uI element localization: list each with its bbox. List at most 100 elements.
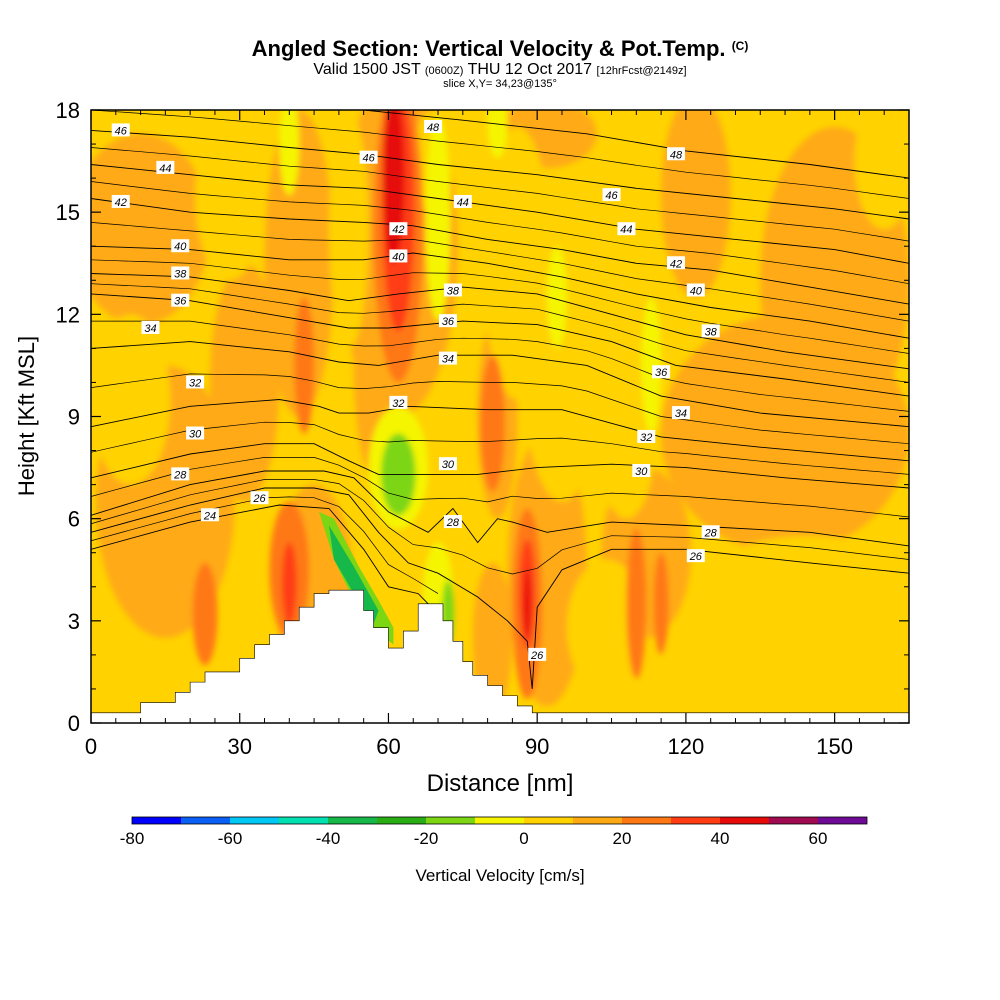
contour-label: 34: [438, 351, 457, 366]
velocity-region: [641, 297, 662, 434]
contour-label-bg: [111, 194, 130, 208]
y-tick-label: 15: [56, 200, 80, 225]
contour-label-text: 26: [252, 493, 266, 505]
contour-label-bg: [359, 150, 378, 164]
contour-label: 32: [637, 429, 656, 444]
contour-label-text: 36: [174, 296, 187, 308]
chart-title: Angled Section: Vertical Velocity & Pot.…: [0, 36, 1000, 62]
contour-label: 48: [424, 120, 443, 134]
theta-minor-contour: [91, 283, 909, 383]
contour-label-text: 32: [392, 398, 404, 410]
contour-label-bg: [250, 491, 269, 505]
contour-label: 40: [686, 283, 705, 297]
contour-label-text: 44: [457, 197, 469, 209]
contour-label: 30: [438, 457, 457, 471]
contour-label-bg: [637, 429, 656, 443]
contour-label-bg: [389, 249, 408, 263]
contour-label: 48: [666, 147, 685, 161]
contour-label-text: 34: [442, 354, 454, 366]
contour-label-text: 30: [442, 459, 455, 471]
velocity-region: [854, 110, 909, 230]
contour-label: 36: [652, 365, 671, 379]
theta-contour-46: [91, 129, 909, 220]
contour-label: 26: [686, 549, 705, 563]
theta-contour-26: [91, 487, 909, 689]
contour-label-bg: [171, 266, 190, 280]
contour-label: 28: [443, 515, 462, 529]
terrain: [91, 589, 909, 723]
x-tick-label: 120: [668, 734, 705, 759]
valid-prefix: Valid 1500 JST: [313, 61, 421, 78]
colorbar-tick-label: 40: [711, 829, 730, 848]
theta-minor-contour: [91, 147, 909, 242]
contour-label-text: 24: [203, 510, 216, 522]
velocity-region: [294, 297, 315, 434]
chart-title-text: Angled Section: Vertical Velocity & Pot.…: [251, 36, 726, 61]
contour-label-text: 46: [362, 153, 375, 165]
colorbar-swatch: [377, 817, 426, 824]
colorbar-label: Vertical Velocity [cm/s]: [415, 866, 584, 885]
y-tick-label: 6: [68, 507, 80, 532]
x-tick-label: 30: [227, 734, 251, 759]
contour-label-text: 34: [144, 323, 156, 335]
colorbar-swatch: [818, 817, 867, 824]
colorbar-tick-label: -20: [414, 829, 439, 848]
velocity-region: [480, 355, 505, 492]
colorbar: -80 -60 -40 -20 0 20 40 60: [120, 816, 868, 848]
x-tick-label: 0: [85, 734, 97, 759]
colorbar-swatch: [426, 817, 475, 824]
velocity-region: [209, 263, 280, 502]
colorbar-tick-label: -80: [120, 829, 145, 848]
contour-label: 38: [701, 324, 720, 338]
contour-label: 36: [171, 293, 190, 308]
contour-label-text: 28: [446, 517, 460, 529]
velocity-region: [447, 484, 478, 587]
contour-label-text: 34: [675, 408, 687, 420]
contour-label-text: 32: [640, 432, 652, 444]
contour-label-bg: [652, 365, 671, 379]
contour-label-bg: [171, 293, 190, 307]
contour-label-bg: [438, 351, 457, 365]
contour-label-text: 28: [704, 527, 718, 539]
theta-contour-34: [91, 341, 909, 428]
colorbar-swatch: [524, 817, 573, 824]
colorbar-swatch: [181, 817, 230, 824]
contour-label: 36: [438, 314, 457, 328]
contour-label-bg: [156, 160, 175, 174]
colorbar-swatch: [475, 817, 524, 824]
contour-label: 44: [453, 194, 472, 209]
theta-contour-32: [91, 399, 909, 462]
contour-label-bg: [443, 515, 462, 529]
contour-label-text: 40: [174, 241, 187, 253]
contour-labels: 4644424038363432302826244648444240383634…: [111, 120, 720, 662]
contour-label-bg: [671, 406, 690, 420]
theta-contour-36: [91, 293, 909, 397]
colorbar-swatch: [328, 817, 377, 824]
contour-label: 40: [389, 249, 408, 263]
colorbar-swatch: [573, 817, 622, 824]
chart-subtitle: Valid 1500 JST (0600Z) THU 12 Oct 2017 […: [0, 61, 1000, 79]
valid-date: THU 12 Oct 2017: [467, 61, 593, 78]
theta-minor-contour: [91, 320, 909, 412]
contour-label-text: 38: [174, 268, 187, 280]
colorbar-tick-label: 0: [519, 829, 528, 848]
velocity-field: [91, 110, 909, 723]
contour-label: 40: [171, 239, 190, 253]
theta-contour-28: [91, 470, 909, 547]
contour-label-text: 44: [620, 224, 632, 236]
contour-label-text: 40: [392, 251, 405, 263]
chart-title-unit: (C): [731, 39, 749, 53]
colorbar-swatch: [720, 817, 769, 824]
velocity-region: [425, 116, 451, 322]
contour-label-bg: [701, 324, 720, 338]
theta-contour-38: [91, 273, 909, 370]
contour-label: 34: [141, 320, 160, 335]
downslope-core: [328, 525, 379, 625]
theta-minor-contour: [91, 421, 909, 475]
x-tick-label: 150: [816, 734, 853, 759]
velocity-regions: [91, 110, 909, 713]
contour-label-bg: [200, 508, 219, 522]
velocity-region: [281, 542, 297, 625]
